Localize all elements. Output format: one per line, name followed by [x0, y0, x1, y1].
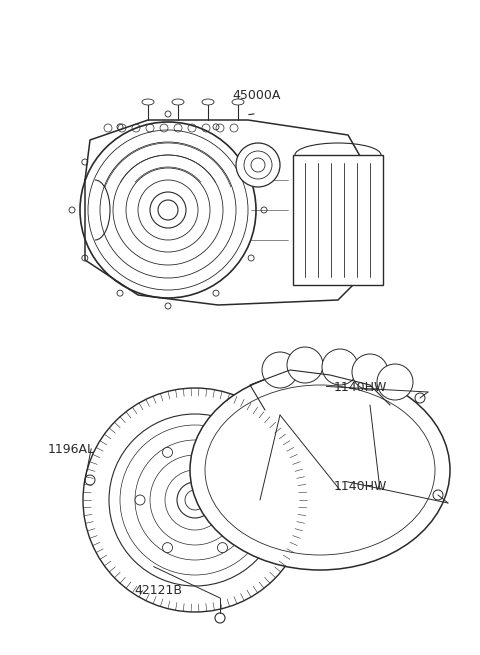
Text: 1196AL: 1196AL: [48, 443, 95, 457]
Ellipse shape: [172, 99, 184, 105]
Circle shape: [322, 349, 358, 385]
Circle shape: [262, 352, 298, 388]
Circle shape: [377, 364, 413, 400]
Ellipse shape: [202, 99, 214, 105]
Circle shape: [177, 482, 213, 518]
Circle shape: [352, 354, 388, 390]
Circle shape: [245, 495, 255, 505]
Bar: [293, 155, 383, 285]
Circle shape: [236, 143, 280, 187]
Circle shape: [83, 388, 307, 612]
Circle shape: [109, 414, 281, 586]
Ellipse shape: [232, 99, 244, 105]
Circle shape: [135, 495, 145, 505]
Circle shape: [163, 447, 172, 457]
Text: 42121B: 42121B: [134, 584, 182, 597]
Ellipse shape: [142, 99, 154, 105]
Circle shape: [287, 347, 323, 383]
Circle shape: [217, 542, 228, 553]
Text: 1140HW: 1140HW: [334, 479, 387, 493]
Circle shape: [215, 613, 225, 623]
Circle shape: [217, 447, 228, 457]
Text: 45000A: 45000A: [233, 88, 281, 102]
Ellipse shape: [190, 370, 450, 570]
Text: 1140HW: 1140HW: [334, 381, 387, 394]
Circle shape: [163, 542, 172, 553]
